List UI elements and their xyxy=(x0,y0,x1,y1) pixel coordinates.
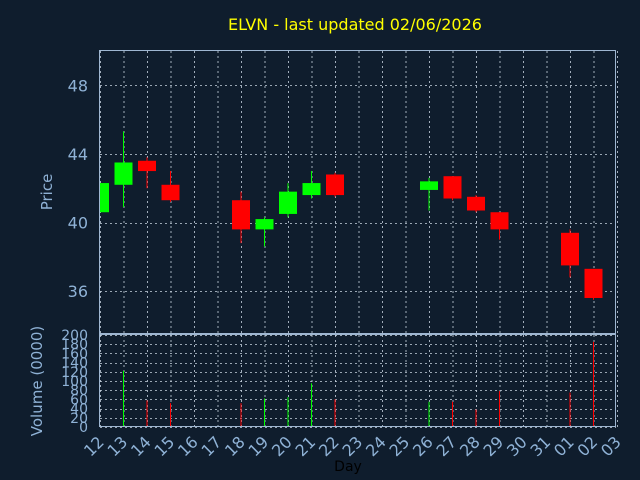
candle-body xyxy=(443,176,462,199)
volume-tick-label: 160 xyxy=(61,346,88,362)
x-tick-label: 03 xyxy=(597,432,625,460)
candle-body xyxy=(561,232,579,266)
candle-body xyxy=(138,160,156,172)
price-tick-labels: 36 40 44 48 xyxy=(68,76,88,301)
volume-tick-label: 60 xyxy=(70,392,88,408)
candle-body xyxy=(100,183,109,213)
price-tick-label: 48 xyxy=(68,76,88,95)
volume-panel-frame xyxy=(99,334,616,427)
volume-grid xyxy=(100,335,618,428)
volume-tick-label: 0 xyxy=(79,420,88,436)
volume-tick-label: 40 xyxy=(70,402,88,418)
candle-body xyxy=(420,181,438,190)
price-tick-label: 36 xyxy=(68,282,88,301)
chart-title: ELVN - last updated 02/06/2026 xyxy=(228,15,482,34)
volume-tick-label: 100 xyxy=(61,374,88,390)
candle-body xyxy=(302,183,321,196)
price-panel-frame xyxy=(99,50,616,334)
price-tick-label: 44 xyxy=(68,145,88,164)
candle-body xyxy=(161,184,180,201)
candle-body xyxy=(584,268,603,298)
x-axis-label: Day xyxy=(334,459,362,475)
volume-tick-label: 140 xyxy=(61,356,88,372)
candle-body xyxy=(232,200,250,230)
candle-body xyxy=(467,196,485,211)
volume-tick-label: 20 xyxy=(70,411,88,427)
candle-body xyxy=(279,191,297,214)
volume-axis-label: Volume (0000) xyxy=(28,326,46,436)
volume-tick-label: 200 xyxy=(61,328,88,344)
x-tick-labels: 1213141516171819202122232425262728293031… xyxy=(80,432,625,460)
candle-body xyxy=(255,219,274,230)
price-tick-label: 40 xyxy=(68,214,88,233)
price-axis-label: Price xyxy=(38,174,56,211)
candle-body xyxy=(490,212,509,230)
candle-body xyxy=(326,174,344,196)
price-candles xyxy=(99,131,603,300)
volume-tick-label: 80 xyxy=(70,383,88,399)
volume-bars xyxy=(123,341,594,427)
volume-tick-label: 180 xyxy=(61,337,88,353)
candle-body xyxy=(114,162,133,185)
volume-tick-label: 120 xyxy=(61,365,88,381)
